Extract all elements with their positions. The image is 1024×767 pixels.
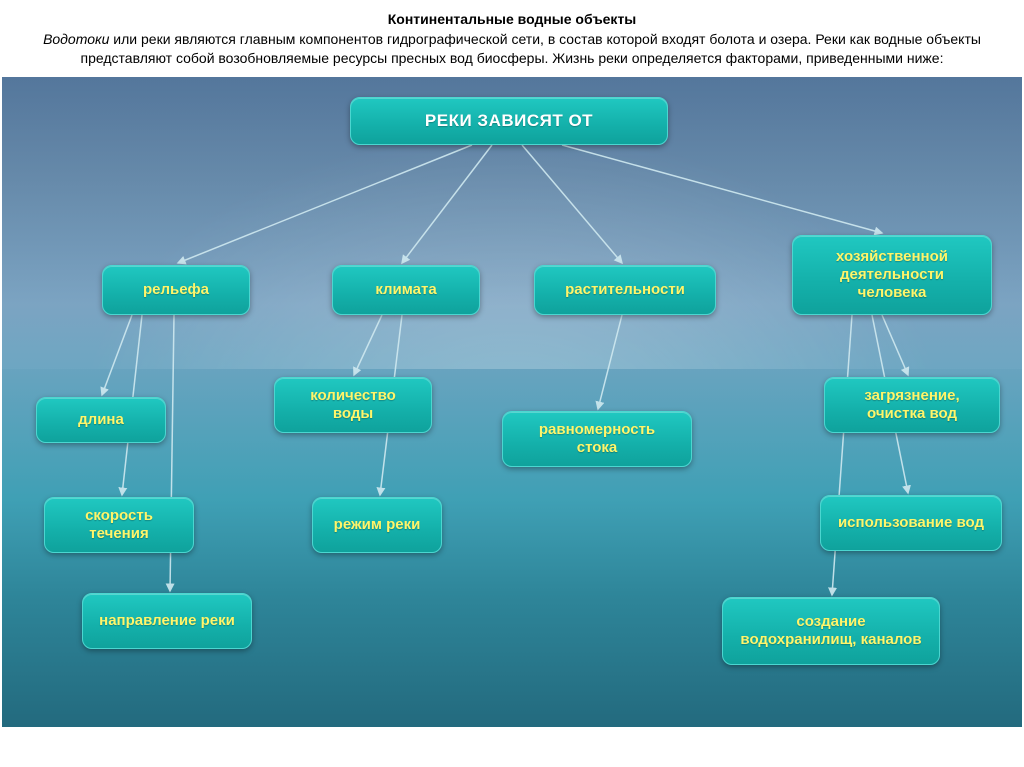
node-climate: климата <box>332 265 480 315</box>
page-header: Континентальные водные объекты Водотоки … <box>0 0 1024 77</box>
page-title: Континентальные водные объекты <box>30 10 994 30</box>
node-human-child-2: создание водохранилищ, каналов <box>722 597 940 665</box>
node-climate-child-0: количество воды <box>274 377 432 433</box>
node-relief-child-1: скорость течения <box>44 497 194 553</box>
node-relief: рельефа <box>102 265 250 315</box>
node-relief-child-2: направление реки <box>82 593 252 649</box>
diagram-canvas: РЕКИ ЗАВИСЯТ ОТ рельефа климата растительно… <box>2 77 1022 727</box>
node-human: хозяйственной деятельности человека <box>792 235 992 315</box>
node-root: РЕКИ ЗАВИСЯТ ОТ <box>350 97 668 145</box>
node-human-child-1: использование вод <box>820 495 1002 551</box>
node-veget-child-0: равномерность стока <box>502 411 692 467</box>
node-human-child-0: загрязнение, очистка вод <box>824 377 1000 433</box>
subtitle-rest: или реки являются главным компонентов ги… <box>81 31 981 67</box>
node-relief-child-0: длина <box>36 397 166 443</box>
page-subtitle: Водотоки или реки являются главным компо… <box>30 30 994 69</box>
node-veget: растительности <box>534 265 716 315</box>
subtitle-emph: Водотоки <box>43 31 109 47</box>
node-climate-child-1: режим реки <box>312 497 442 553</box>
